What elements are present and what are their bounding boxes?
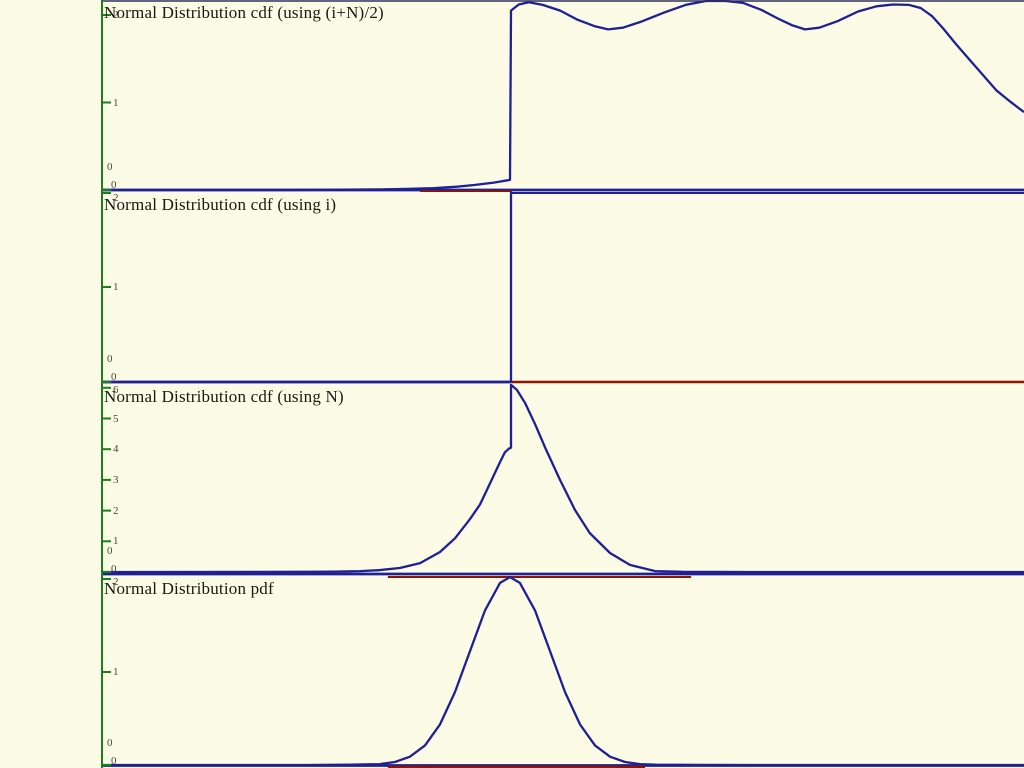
y-zero-upper-label: 0 <box>107 737 113 749</box>
y-tick-label: 2 <box>113 192 119 204</box>
y-tick-label: 1 <box>113 535 119 548</box>
subplot-canvas-1 <box>102 192 1024 384</box>
y-tick-label: 2 <box>113 576 119 588</box>
y-zero-axis-label: 0 <box>111 755 117 767</box>
y-tick-label: 2 <box>113 9 119 21</box>
y-tick-label: 6 <box>113 384 119 396</box>
subplot-canvas-3 <box>102 576 1024 768</box>
subplot-cdf-midpoint: Normal Distribution cdf (using (i+N)/2) … <box>0 0 1024 192</box>
y-tick-label: 2 <box>113 504 119 517</box>
y-tick-label: 4 <box>113 443 119 456</box>
y-tick-label: 3 <box>113 473 119 486</box>
y-tick-label: 5 <box>113 412 119 425</box>
subplot-cdf-N: Normal Distribution cdf (using N) 1 2 3 4 5 6… <box>0 384 1024 576</box>
subplot-cdf-i: Normal Distribution cdf (using i) 1 2 0 0 <box>0 192 1024 384</box>
y-tick-label: 1 <box>113 666 119 678</box>
subplot-cdf-i-title: Normal Distribution cdf (using i) <box>104 195 337 214</box>
y-zero-axis-label: 0 <box>111 371 117 383</box>
y-zero-axis-label: 0 <box>111 179 117 191</box>
subplot-canvas-0 <box>102 0 1024 192</box>
computed-cdf-N-curve <box>101 384 1024 574</box>
y-zero-upper-label: 0 <box>107 545 113 557</box>
y-zero-axis-label: 0 <box>111 563 117 575</box>
y-axis-line <box>101 0 103 768</box>
y-zero-upper-label: 0 <box>107 353 113 365</box>
subplot-pdf: Normal Distribution pdf 1 2 0 0 <box>0 576 1024 768</box>
subplot-pdf-title: Normal Distribution pdf <box>104 579 274 598</box>
subplot-canvas-2 <box>101 384 1024 576</box>
subplot-cdf-N-title: Normal Distribution cdf (using N) <box>104 387 344 406</box>
y-zero-upper-label: 0 <box>107 161 113 173</box>
subplot-cdf-midpoint-title: Normal Distribution cdf (using (i+N)/2) <box>104 3 384 22</box>
computed-cdf-i-curve <box>102 192 1024 384</box>
computed-pdf-curve <box>102 576 1024 767</box>
y-tick-label: 1 <box>113 281 119 293</box>
computed-cdf-midpoint-curve <box>102 0 1024 192</box>
y-tick-label: 1 <box>113 96 119 109</box>
